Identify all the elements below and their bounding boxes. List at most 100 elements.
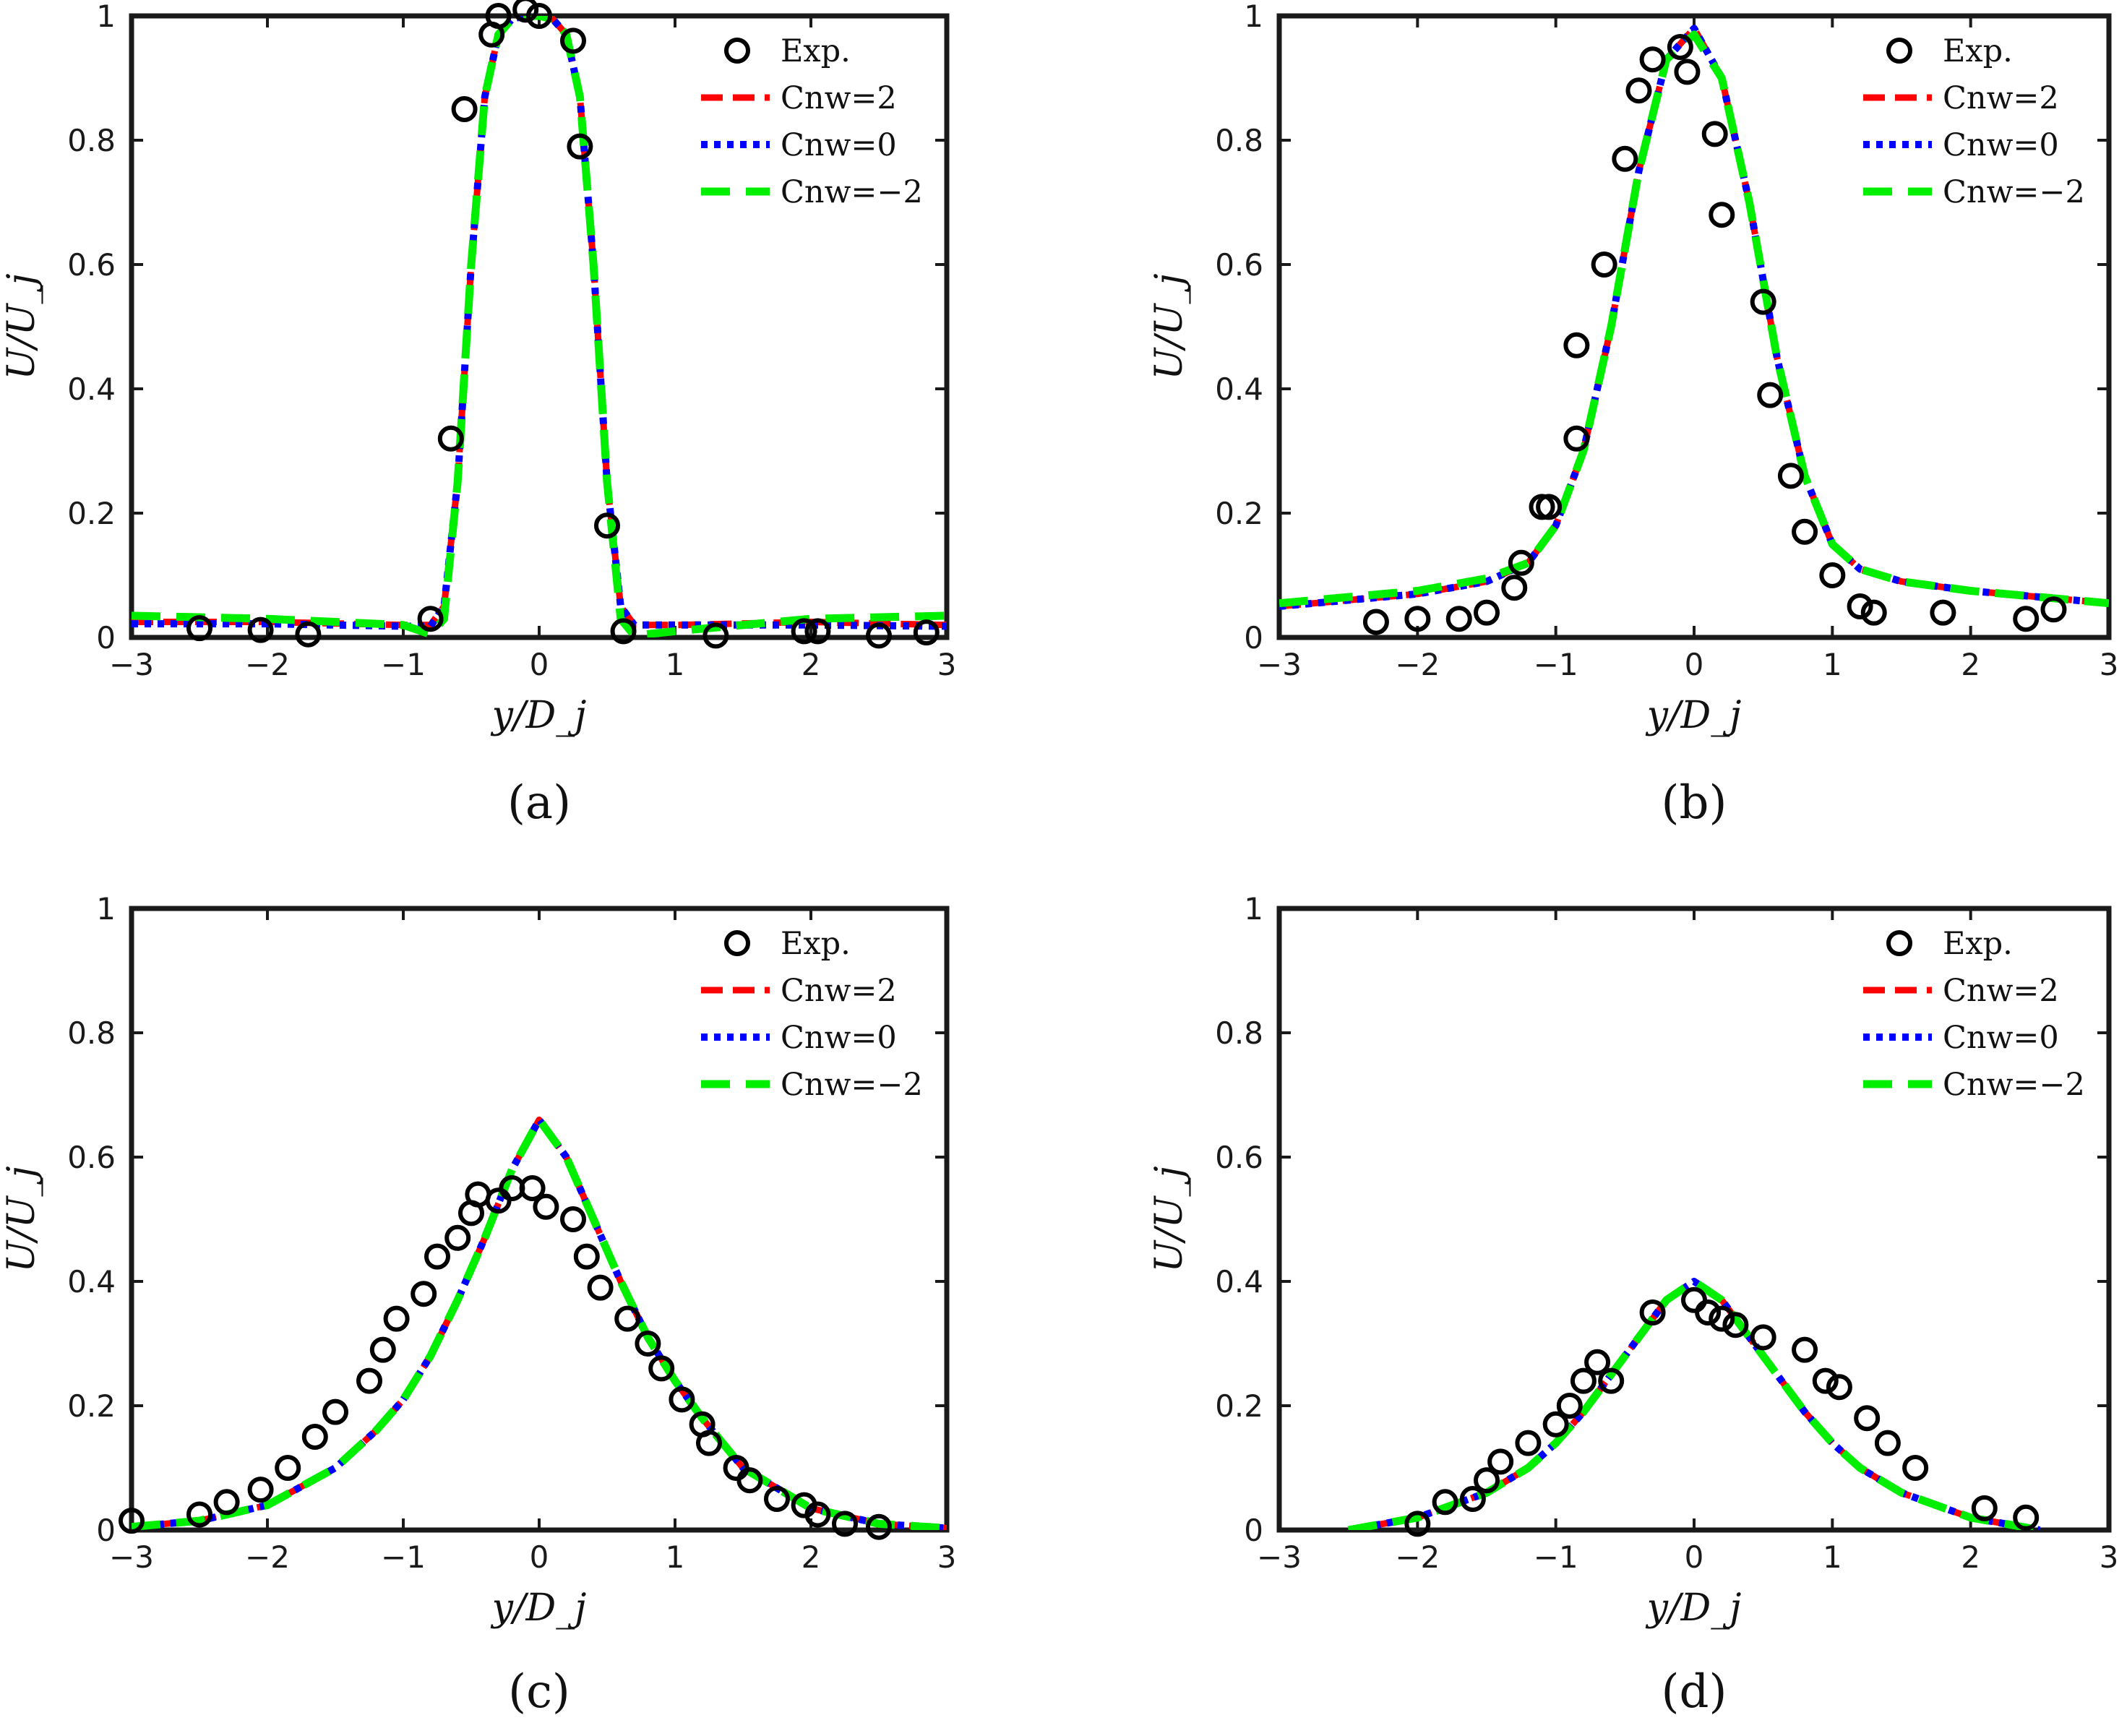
exp-point bbox=[2013, 1504, 2040, 1531]
exp-point bbox=[696, 1430, 722, 1456]
series-line-cnw0 bbox=[1279, 25, 2109, 610]
y-tick-label: 0 bbox=[1244, 620, 1263, 656]
exp-point bbox=[1362, 609, 1389, 635]
x-tick-label: 3 bbox=[2100, 1539, 2119, 1575]
panel-caption: (b) bbox=[1662, 776, 1727, 830]
y-axis-label: U/U_j bbox=[1148, 1166, 1191, 1272]
legend-label-cnw0: Cnw=0 bbox=[1943, 127, 2059, 163]
y-tick-label: 1 bbox=[1244, 891, 1263, 927]
exp-point bbox=[1563, 425, 1590, 452]
x-tick-label: 3 bbox=[937, 1539, 957, 1575]
exp-point bbox=[1757, 382, 1784, 408]
x-tick-label: 1 bbox=[666, 647, 685, 682]
x-tick-label: 0 bbox=[1685, 1539, 1704, 1575]
x-tick-label: 1 bbox=[1823, 1539, 1842, 1575]
exp-point bbox=[1792, 518, 1818, 545]
exp-point bbox=[1639, 1299, 1666, 1325]
x-tick-label: −2 bbox=[245, 647, 290, 682]
exp-point bbox=[866, 622, 892, 649]
y-tick-label: 0.2 bbox=[1215, 496, 1263, 531]
exp-point bbox=[369, 1336, 396, 1363]
plot-area bbox=[1347, 1277, 2041, 1530]
exp-point bbox=[610, 618, 637, 645]
series-line-cnw-neg2 bbox=[1347, 1277, 2041, 1530]
x-tick-label: 0 bbox=[1685, 647, 1704, 682]
exp-point bbox=[1570, 1367, 1597, 1394]
exp-point bbox=[1860, 599, 1887, 626]
exp-point bbox=[1854, 1405, 1881, 1432]
exp-point bbox=[424, 1243, 450, 1270]
exp-point bbox=[804, 1501, 831, 1528]
exp-point bbox=[186, 1501, 212, 1528]
exp-point bbox=[1777, 463, 1804, 489]
y-tick-label: 0.4 bbox=[67, 1264, 116, 1299]
series-line-cnw-neg2 bbox=[132, 16, 947, 637]
exp-point bbox=[2040, 596, 2067, 623]
x-tick-label: −1 bbox=[381, 1539, 426, 1575]
exp-point bbox=[526, 3, 552, 29]
exp-point bbox=[1847, 593, 1873, 619]
exp-point bbox=[1930, 599, 1956, 626]
exp-point bbox=[1598, 1367, 1625, 1394]
exp-point bbox=[437, 425, 464, 452]
exp-point bbox=[1501, 575, 1528, 601]
y-tick-label: 1 bbox=[1244, 0, 1263, 34]
exp-point bbox=[1750, 288, 1776, 315]
exp-point bbox=[533, 1193, 559, 1220]
exp-point bbox=[1792, 1336, 1818, 1363]
exp-point bbox=[1536, 494, 1563, 520]
panel-d: −3 −2 −1 0 1 2 3 0 0.2 0.4 0.6 0.8 1 y/D_j U/U_j (d) Exp… bbox=[1148, 891, 2118, 1719]
legend-marker-exp bbox=[724, 38, 750, 64]
exp-point bbox=[295, 621, 322, 648]
exp-point bbox=[702, 622, 729, 649]
x-tick-label: 2 bbox=[1961, 647, 1980, 682]
y-tick-label: 0.6 bbox=[67, 1140, 116, 1175]
exp-point bbox=[417, 606, 444, 632]
y-tick-label: 0.6 bbox=[67, 247, 116, 283]
panel-b: −3 −2 −1 0 1 2 3 0 0.2 0.4 0.6 0.8 1 y/D_j U/U_j (b) Exp… bbox=[1148, 0, 2118, 830]
x-tick-label: 0 bbox=[530, 647, 549, 682]
exp-point bbox=[1639, 46, 1666, 73]
exp-point bbox=[485, 3, 512, 29]
exp-point bbox=[1701, 121, 1728, 147]
exp-point bbox=[1404, 1511, 1431, 1537]
exp-point bbox=[594, 512, 620, 539]
panel-caption: (a) bbox=[507, 776, 571, 830]
exp-point bbox=[669, 1386, 695, 1413]
exp-point bbox=[1667, 34, 1693, 60]
exp-point bbox=[356, 1367, 382, 1394]
exp-point bbox=[186, 615, 212, 642]
y-tick-label: 1 bbox=[96, 0, 116, 34]
exp-point bbox=[1508, 549, 1534, 576]
exp-point bbox=[1556, 1393, 1583, 1419]
exp-point bbox=[614, 1305, 641, 1332]
exp-point bbox=[1474, 1467, 1500, 1494]
x-axis-label: y/D_j bbox=[1646, 694, 1742, 737]
legend: Exp. Cnw=2 Cnw=0 Cnw=−2 bbox=[701, 33, 923, 210]
exp-point bbox=[587, 1274, 614, 1301]
exp-point bbox=[1445, 606, 1472, 632]
exp-point bbox=[444, 1224, 471, 1251]
x-tick-label: 0 bbox=[530, 1539, 549, 1575]
exp-point bbox=[1695, 1299, 1722, 1325]
exp-point bbox=[247, 616, 274, 643]
x-tick-label: −2 bbox=[1395, 647, 1440, 682]
exp-point bbox=[275, 1455, 301, 1481]
exp-point bbox=[301, 1424, 328, 1450]
exp-point bbox=[1584, 1349, 1611, 1375]
exp-point bbox=[573, 1243, 600, 1270]
legend-label-exp: Exp. bbox=[1943, 926, 2013, 962]
exp-point bbox=[736, 1467, 763, 1494]
exp-point bbox=[1681, 1286, 1707, 1313]
legend-marker-exp bbox=[1886, 38, 1912, 64]
panel-c: −3 −2 −1 0 1 2 3 0 0.2 0.4 0.6 0.8 1 y/D_j U/U_j (c) Exp… bbox=[0, 891, 956, 1719]
y-tick-label: 0.2 bbox=[67, 1388, 116, 1424]
y-tick-label: 0.6 bbox=[1215, 1140, 1263, 1175]
y-axis-label: U/U_j bbox=[0, 273, 43, 379]
y-axis-label: U/U_j bbox=[1148, 273, 1191, 379]
y-tick-label: 0.2 bbox=[67, 496, 116, 531]
exp-point bbox=[1542, 1411, 1569, 1438]
legend: Exp. Cnw=2 Cnw=0 Cnw=−2 bbox=[1863, 926, 2085, 1103]
exp-point bbox=[1902, 1455, 1929, 1481]
